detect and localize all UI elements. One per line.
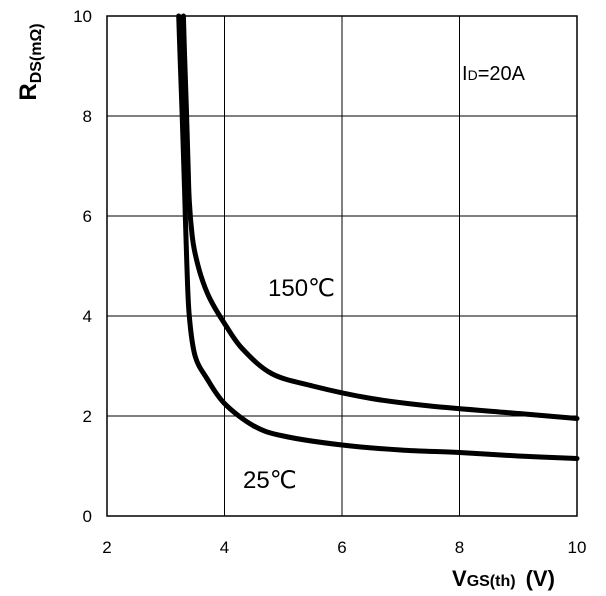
y-tick-label: 8 — [83, 107, 92, 126]
y-tick-label: 2 — [83, 407, 92, 426]
grid-lines — [107, 16, 577, 516]
condition-rest: =20A — [478, 63, 526, 85]
x-axis-title: VGS(th) (V) — [452, 566, 555, 591]
y-axis-title-sub: DS(mΩ) — [28, 23, 45, 83]
x-tick-labels: 2 4 6 8 10 — [102, 538, 586, 557]
curve-25-label: 25℃ — [243, 467, 297, 494]
x-axis-title-unit: (V) — [526, 566, 555, 591]
x-tick-label: 4 — [220, 538, 229, 557]
y-tick-label: 10 — [73, 7, 92, 26]
x-axis-title-main: V — [452, 566, 467, 591]
x-tick-label: 6 — [337, 538, 346, 557]
y-tick-label: 0 — [83, 507, 92, 526]
x-axis-title-sub: GS(th) — [467, 573, 516, 590]
x-tick-label: 2 — [102, 538, 111, 557]
x-tick-label: 8 — [455, 538, 464, 557]
y-tick-label: 6 — [83, 207, 92, 226]
y-axis-title: RDS(mΩ) — [15, 23, 45, 100]
x-tick-label: 10 — [568, 538, 587, 557]
y-tick-labels: 0 2 4 6 8 10 — [73, 7, 92, 526]
y-axis-title-main: R — [15, 83, 42, 100]
y-tick-label: 4 — [83, 307, 92, 326]
condition-sub: D — [468, 67, 478, 83]
curve-150-label: 150℃ — [268, 275, 335, 302]
condition-label: ID=20A — [462, 63, 526, 85]
